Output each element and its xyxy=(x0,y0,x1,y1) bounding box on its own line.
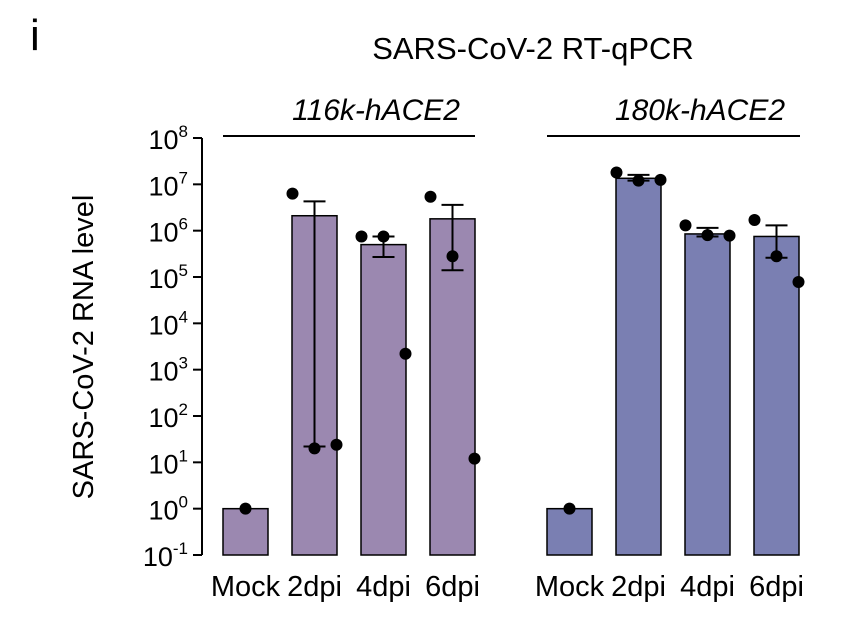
bars-layer xyxy=(222,166,805,556)
bar-116k-hACE2-Mock xyxy=(222,507,269,556)
data-point xyxy=(468,452,481,465)
chart-title: SARS-CoV-2 RT-qPCR xyxy=(372,31,694,66)
group-label-180k: 180k-hACE2 xyxy=(615,94,785,127)
data-point xyxy=(792,275,805,288)
bar-116k-hACE2-6dpi xyxy=(429,218,476,556)
data-point xyxy=(701,229,714,242)
y-tick-base: 10 xyxy=(148,264,178,294)
bar-180k-hACE2-Mock xyxy=(546,507,593,556)
data-point xyxy=(654,173,667,186)
bar-116k-hACE2-4dpi xyxy=(360,243,407,556)
y-tick-exponent: 8 xyxy=(179,122,188,141)
y-tick-exponent: 1 xyxy=(179,446,188,465)
y-tick-base: 10 xyxy=(148,218,178,248)
y-tick-base: 10 xyxy=(148,310,178,340)
category-labels: Mock 2dpi 4dpi 6dpi Mock 2dpi 4dpi 6dpi xyxy=(211,571,804,603)
y-tick-base: 10 xyxy=(148,171,178,201)
x-category-label: 6dpi xyxy=(749,571,804,603)
y-tick-exponent: 6 xyxy=(179,215,188,234)
panel-letter: i xyxy=(30,11,40,60)
y-tick-label: 107 xyxy=(148,168,188,201)
y-tick-exponent: 4 xyxy=(179,307,188,326)
data-point xyxy=(446,250,459,263)
x-category-label: 2dpi xyxy=(611,571,666,603)
y-tick-base: 10 xyxy=(148,449,178,479)
x-category-label: 6dpi xyxy=(425,571,480,603)
data-point xyxy=(330,438,343,451)
y-tick-label: 103 xyxy=(148,354,188,387)
data-point xyxy=(399,347,412,360)
bar-180k-hACE2-4dpi xyxy=(684,233,731,556)
y-tick-label: 10-1 xyxy=(143,539,188,572)
x-category-label: 4dpi xyxy=(356,571,411,603)
data-point xyxy=(770,250,783,263)
y-tick-label: 100 xyxy=(148,493,188,526)
bar-180k-hACE2-2dpi xyxy=(615,177,662,556)
data-point xyxy=(723,229,736,242)
data-point xyxy=(355,230,368,243)
data-point xyxy=(632,174,645,187)
data-point xyxy=(308,442,321,455)
y-tick-exponent: 7 xyxy=(179,168,188,187)
y-tick-exponent: 5 xyxy=(179,261,188,280)
y-tick-label: 101 xyxy=(148,446,188,479)
data-point xyxy=(679,219,692,232)
y-tick-label: 106 xyxy=(148,215,188,248)
y-tick-label: 105 xyxy=(148,261,188,294)
y-tick-exponent: 2 xyxy=(179,400,188,419)
data-point xyxy=(610,166,623,179)
y-tick-base: 10 xyxy=(148,125,178,155)
x-category-label: 4dpi xyxy=(680,571,735,603)
x-category-label: Mock xyxy=(211,571,281,603)
group-label-116k: 116k-hACE2 xyxy=(292,94,460,127)
y-tick-exponent: 3 xyxy=(179,354,188,373)
y-tick-label: 102 xyxy=(148,400,188,433)
y-tick-base: 10 xyxy=(148,357,178,387)
y-tick-exponent: -1 xyxy=(173,539,188,558)
data-point xyxy=(424,190,437,203)
y-tick-exponent: 0 xyxy=(179,493,188,512)
data-point xyxy=(563,502,576,515)
y-tick-base: 10 xyxy=(143,542,173,572)
x-category-label: Mock xyxy=(535,571,605,603)
data-point xyxy=(239,502,252,515)
y-tick-label: 104 xyxy=(148,307,188,340)
y-axis-label: SARS-CoV-2 RNA level xyxy=(68,195,100,500)
y-tick-base: 10 xyxy=(148,403,178,433)
y-tick-base: 10 xyxy=(148,496,178,526)
data-point xyxy=(286,187,299,200)
data-point xyxy=(377,230,390,243)
bar-180k-hACE2-6dpi xyxy=(753,235,800,556)
y-tick-label: 108 xyxy=(148,122,188,155)
x-category-label: 2dpi xyxy=(287,571,342,603)
data-point xyxy=(748,213,761,226)
